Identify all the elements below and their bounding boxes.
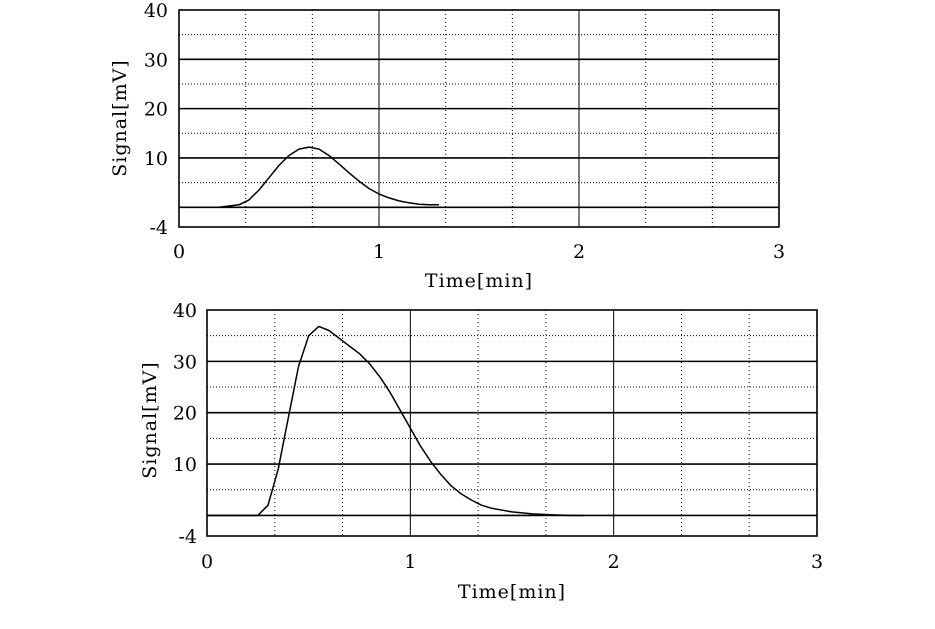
y-tick-label: 30 bbox=[144, 49, 168, 71]
y-tick-label: 20 bbox=[173, 403, 197, 425]
y-tick-label: 10 bbox=[173, 454, 197, 476]
x-axis-title: Time[min] bbox=[425, 270, 533, 292]
y-axis-title: Signal[mV] bbox=[139, 361, 161, 478]
x-tick-label: 1 bbox=[404, 551, 416, 573]
x-tick-label: 1 bbox=[373, 241, 385, 263]
y-tick-label: 40 bbox=[173, 300, 197, 322]
signal-line bbox=[179, 146, 439, 209]
plot-frame bbox=[178, 9, 780, 228]
x-tick-label: 2 bbox=[573, 241, 585, 263]
y-axis-title: Signal[mV] bbox=[109, 59, 131, 176]
y-tick-label: 40 bbox=[144, 0, 168, 22]
x-tick-label: 3 bbox=[773, 241, 785, 263]
signal-line bbox=[207, 325, 584, 517]
x-tick-label: 0 bbox=[201, 551, 213, 573]
x-tick-label: 3 bbox=[811, 551, 823, 573]
y-tick-label: 30 bbox=[173, 351, 197, 373]
y-tick-label: -4 bbox=[149, 217, 168, 239]
y-tick-label: 20 bbox=[144, 99, 168, 121]
x-axis-title: Time[min] bbox=[458, 581, 566, 603]
plot-frame bbox=[206, 309, 818, 537]
x-tick-label: 2 bbox=[608, 551, 620, 573]
y-tick-label: 10 bbox=[144, 148, 168, 170]
x-tick-label: 0 bbox=[173, 241, 185, 263]
y-tick-label: -4 bbox=[178, 526, 197, 548]
